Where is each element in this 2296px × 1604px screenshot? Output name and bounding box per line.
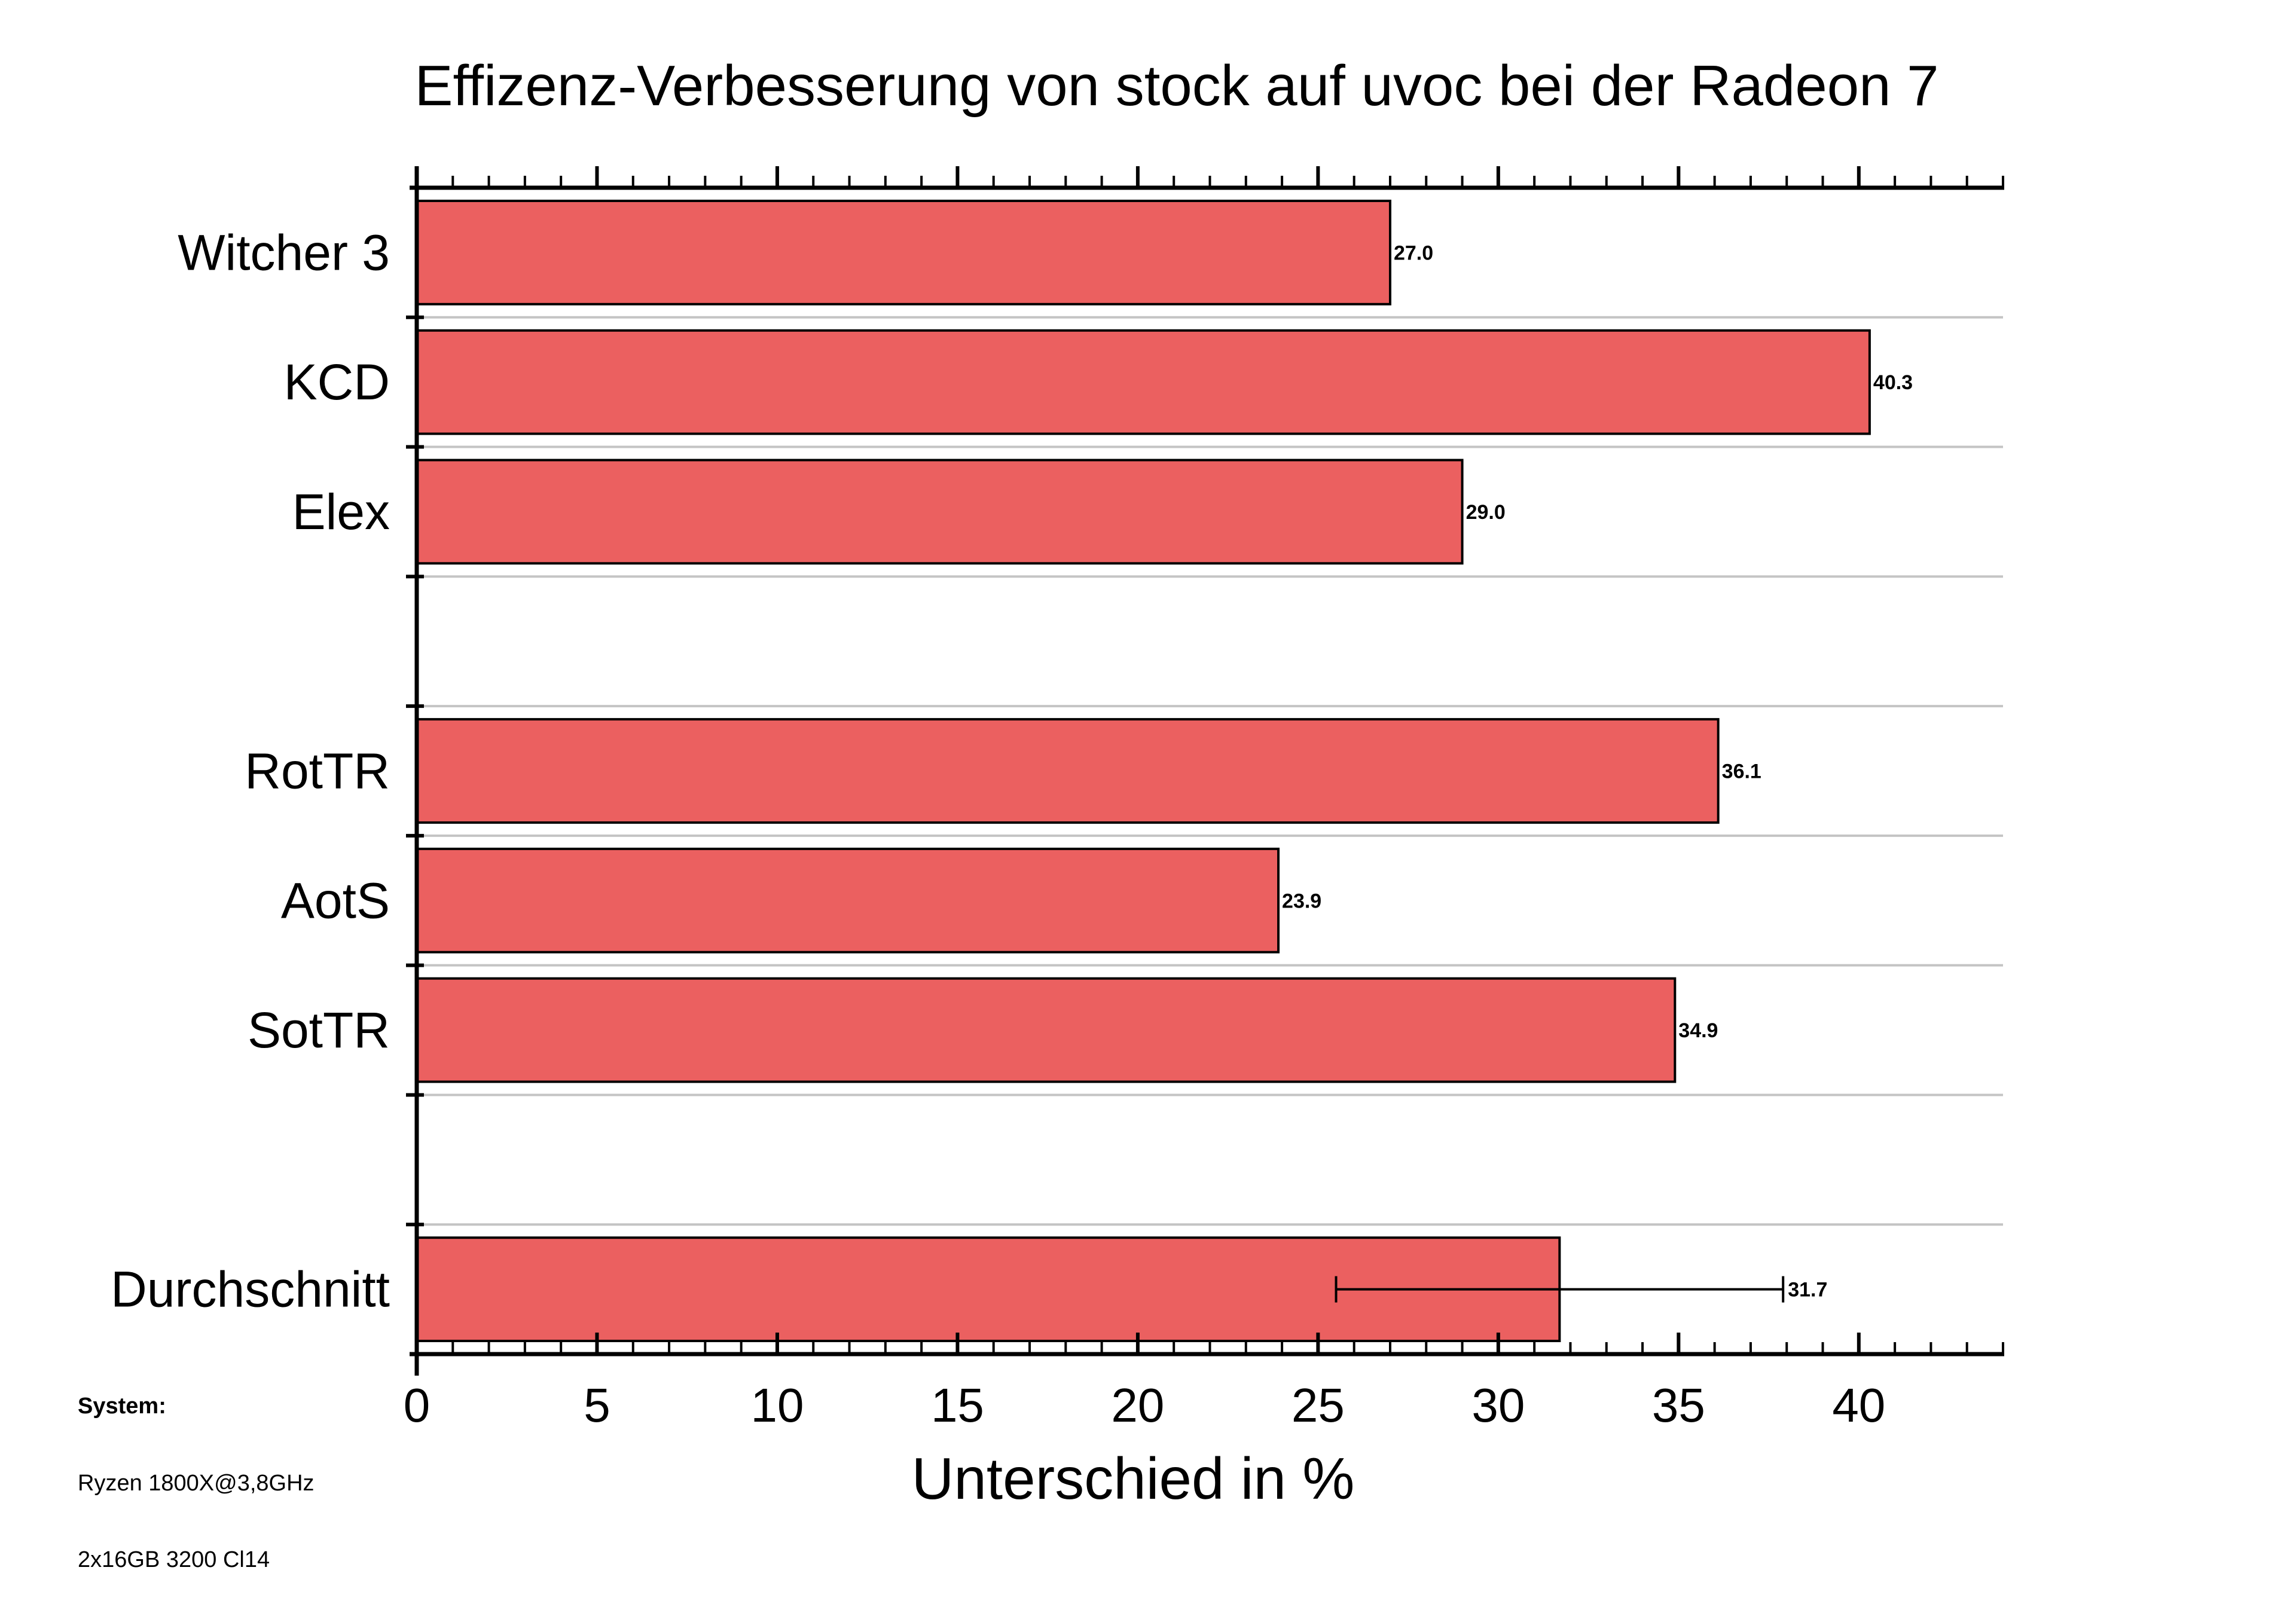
axes xyxy=(406,166,2004,1376)
x-tick-label: 35 xyxy=(1652,1379,1705,1432)
x-tick-label: 30 xyxy=(1471,1379,1525,1432)
x-tick-label: 10 xyxy=(750,1379,804,1432)
value-label: 34.9 xyxy=(1678,1019,1718,1042)
category-label: Witcher 3 xyxy=(178,224,390,280)
value-label: 23.9 xyxy=(1282,890,1321,912)
bar xyxy=(416,200,1391,305)
bar xyxy=(416,977,1677,1083)
x-tick-label: 15 xyxy=(931,1379,984,1432)
value-label: 36.1 xyxy=(1722,760,1761,783)
category-label: RotTR xyxy=(245,743,390,799)
bar xyxy=(416,847,1280,954)
bars xyxy=(416,200,1871,1342)
bar xyxy=(416,459,1464,565)
x-tick-label: 20 xyxy=(1111,1379,1164,1432)
labels: Witcher 3 27.0 KCD 40.3 Elex 29.0 RotTR 36.1 Aot… xyxy=(111,224,1913,1432)
bar xyxy=(416,718,1720,824)
x-axis-title: Unterschied in % xyxy=(912,1446,1355,1511)
category-label: KCD xyxy=(284,354,390,410)
gridlines xyxy=(417,316,2003,1226)
x-tick-label: 5 xyxy=(584,1379,610,1432)
x-tick-label: 40 xyxy=(1832,1379,1885,1432)
value-label: 29.0 xyxy=(1466,501,1506,524)
bar xyxy=(416,329,1871,435)
x-tick-label: 0 xyxy=(404,1379,430,1432)
system-line-ram: 2x16GB 3200 Cl14 xyxy=(78,1547,270,1572)
x-tick-label: 25 xyxy=(1292,1379,1345,1432)
system-line-cpu: Ryzen 1800X@3,8GHz xyxy=(78,1471,315,1496)
category-label: SotTR xyxy=(248,1002,390,1058)
category-label: Elex xyxy=(292,484,390,540)
value-label: 40.3 xyxy=(1873,371,1913,394)
system-heading: System: xyxy=(78,1394,166,1419)
chart-title: Effizenz-Verbesserung von stock auf uvoc… xyxy=(414,54,1938,118)
category-label: Durchschnitt xyxy=(111,1261,390,1318)
value-label: 27.0 xyxy=(1394,242,1433,264)
value-label: 31.7 xyxy=(1788,1279,1827,1301)
system-info: System: Ryzen 1800X@3,8GHz 2x16GB 3200 C… xyxy=(78,1394,315,1572)
category-label: AotS xyxy=(281,872,390,928)
